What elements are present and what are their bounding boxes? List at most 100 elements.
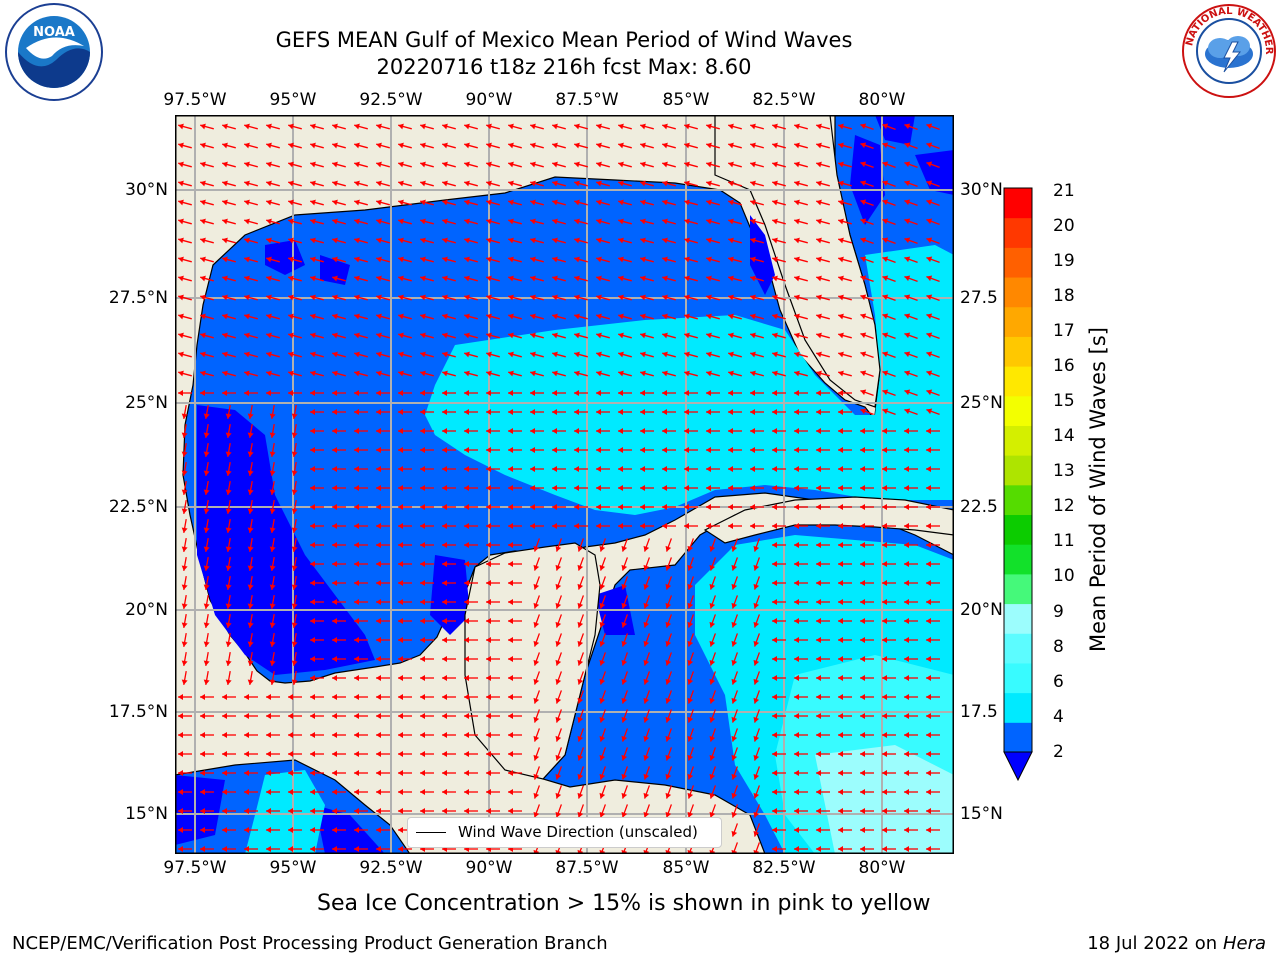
wind-arrow-head: [486, 142, 492, 149]
wind-arrow-head: [354, 370, 360, 377]
wind-arrow-head: [794, 218, 800, 225]
wind-arrow-head: [442, 313, 448, 320]
wind-arrow-head: [662, 428, 667, 434]
wind-arrow-head: [288, 294, 294, 301]
wind-arrow-head: [577, 602, 584, 609]
wind-arrow-head: [486, 332, 492, 339]
wind-arrow-head: [555, 545, 562, 552]
wind-arrow-head: [665, 621, 672, 628]
wind-arrow-head: [376, 561, 381, 567]
wind-arrow-head: [266, 770, 271, 776]
wind-arrow-head: [244, 351, 250, 358]
wind-arrow-head: [508, 256, 514, 263]
wind-arrow-head: [706, 256, 712, 263]
wind-arrow-head: [860, 123, 867, 130]
wind-arrow-head: [596, 123, 602, 130]
wind-arrow-head: [643, 659, 650, 666]
wind-arrow-head: [398, 713, 403, 719]
wind-arrow-head: [420, 580, 425, 586]
wind-arrow-head: [599, 773, 606, 780]
wind-arrow-head: [838, 370, 844, 377]
wind-arrow-head: [772, 351, 778, 358]
wind-arrow-head: [332, 123, 338, 130]
wind-arrow-head: [332, 161, 338, 168]
wind-arrow-head: [203, 527, 210, 533]
wind-arrow-head: [860, 313, 867, 320]
wind-arrow-head: [266, 199, 272, 206]
wind-arrow-head: [244, 294, 250, 301]
wind-arrow-head: [464, 770, 469, 776]
wind-arrow-head: [662, 390, 667, 396]
wind-arrow-head: [684, 409, 689, 415]
wind-arrow-head: [882, 751, 887, 757]
wind-arrow-head: [225, 603, 232, 609]
wind-arrow-head: [398, 523, 403, 529]
wind-arrow-head: [750, 161, 756, 168]
wind-arrow-head: [310, 370, 316, 377]
colorbar-segment: [1004, 247, 1032, 278]
wind-arrow-head: [291, 679, 298, 685]
wind-arrow-head: [266, 846, 271, 852]
wind-arrow-head: [860, 599, 865, 605]
wind-arrow-head: [555, 811, 562, 818]
wind-arrow-head: [838, 580, 843, 586]
wind-arrow-head: [706, 142, 712, 149]
wind-arrow-head: [244, 789, 249, 795]
wind-arrow-head: [794, 351, 800, 358]
colorbar-segment: [1004, 455, 1032, 486]
wind-arrow-head: [552, 523, 557, 529]
wind-arrow-head: [269, 489, 276, 495]
wind-arrow-head: [332, 313, 338, 320]
wind-arrow-head: [794, 675, 799, 681]
wind-arrow-head: [926, 466, 931, 472]
wind-arrow-head: [354, 390, 359, 396]
wind-arrow-head: [291, 546, 298, 552]
wind-arrow-head: [640, 256, 646, 263]
wind-arrow-head: [838, 390, 843, 396]
wind-arrow-head: [621, 773, 628, 780]
wind-arrow-head: [643, 564, 650, 571]
wind-arrow-head: [203, 641, 210, 647]
wind-arrow-head: [225, 432, 232, 438]
wind-arrow-head: [486, 561, 491, 567]
wind-arrow-head: [599, 545, 606, 552]
wind-arrow-head: [926, 408, 933, 415]
wind-arrow-head: [728, 370, 734, 377]
wind-arrow-head: [753, 583, 760, 590]
wind-arrow-head: [709, 640, 716, 647]
wind-arrow-head: [178, 694, 183, 700]
wind-arrow-head: [398, 466, 403, 472]
wind-arrow-head: [552, 409, 557, 415]
wind-arrow-head: [354, 580, 359, 586]
wind-arrow-head: [508, 142, 514, 149]
colorbar-tick: 19: [1053, 251, 1075, 271]
wind-arrow-head: [178, 142, 184, 149]
wind-arrow-head: [882, 389, 889, 396]
wind-arrow-head: [816, 313, 822, 320]
wind-arrow-head: [687, 773, 694, 780]
wind-arrow-head: [376, 237, 382, 244]
wind-arrow-head: [552, 370, 558, 377]
wind-arrow-head: [464, 294, 470, 301]
wind-arrow-head: [816, 713, 821, 719]
lat-tick-right: 25°N: [960, 393, 1003, 413]
wind-arrow-head: [577, 564, 584, 571]
wind-arrow-head: [269, 641, 276, 647]
wind-arrow-head: [442, 409, 447, 415]
wind-arrow-head: [750, 390, 755, 396]
wind-arrow-head: [354, 294, 360, 301]
wind-arrow-head: [555, 678, 562, 685]
wind-arrow-head: [577, 735, 584, 742]
wind-arrow-head: [838, 428, 843, 434]
wind-arrow-head: [533, 583, 540, 590]
wind-arrow-head: [508, 409, 513, 415]
wind-arrow-head: [904, 808, 909, 814]
wind-arrow-head: [618, 428, 623, 434]
wind-arrow-head: [794, 846, 799, 852]
wind-arrow-head: [178, 390, 183, 396]
wind-arrow-head: [838, 599, 843, 605]
wind-arrow-head: [332, 751, 337, 757]
wind-arrow-head: [552, 504, 557, 510]
wind-arrow-head: [552, 390, 557, 396]
wind-arrow-head: [794, 237, 800, 244]
